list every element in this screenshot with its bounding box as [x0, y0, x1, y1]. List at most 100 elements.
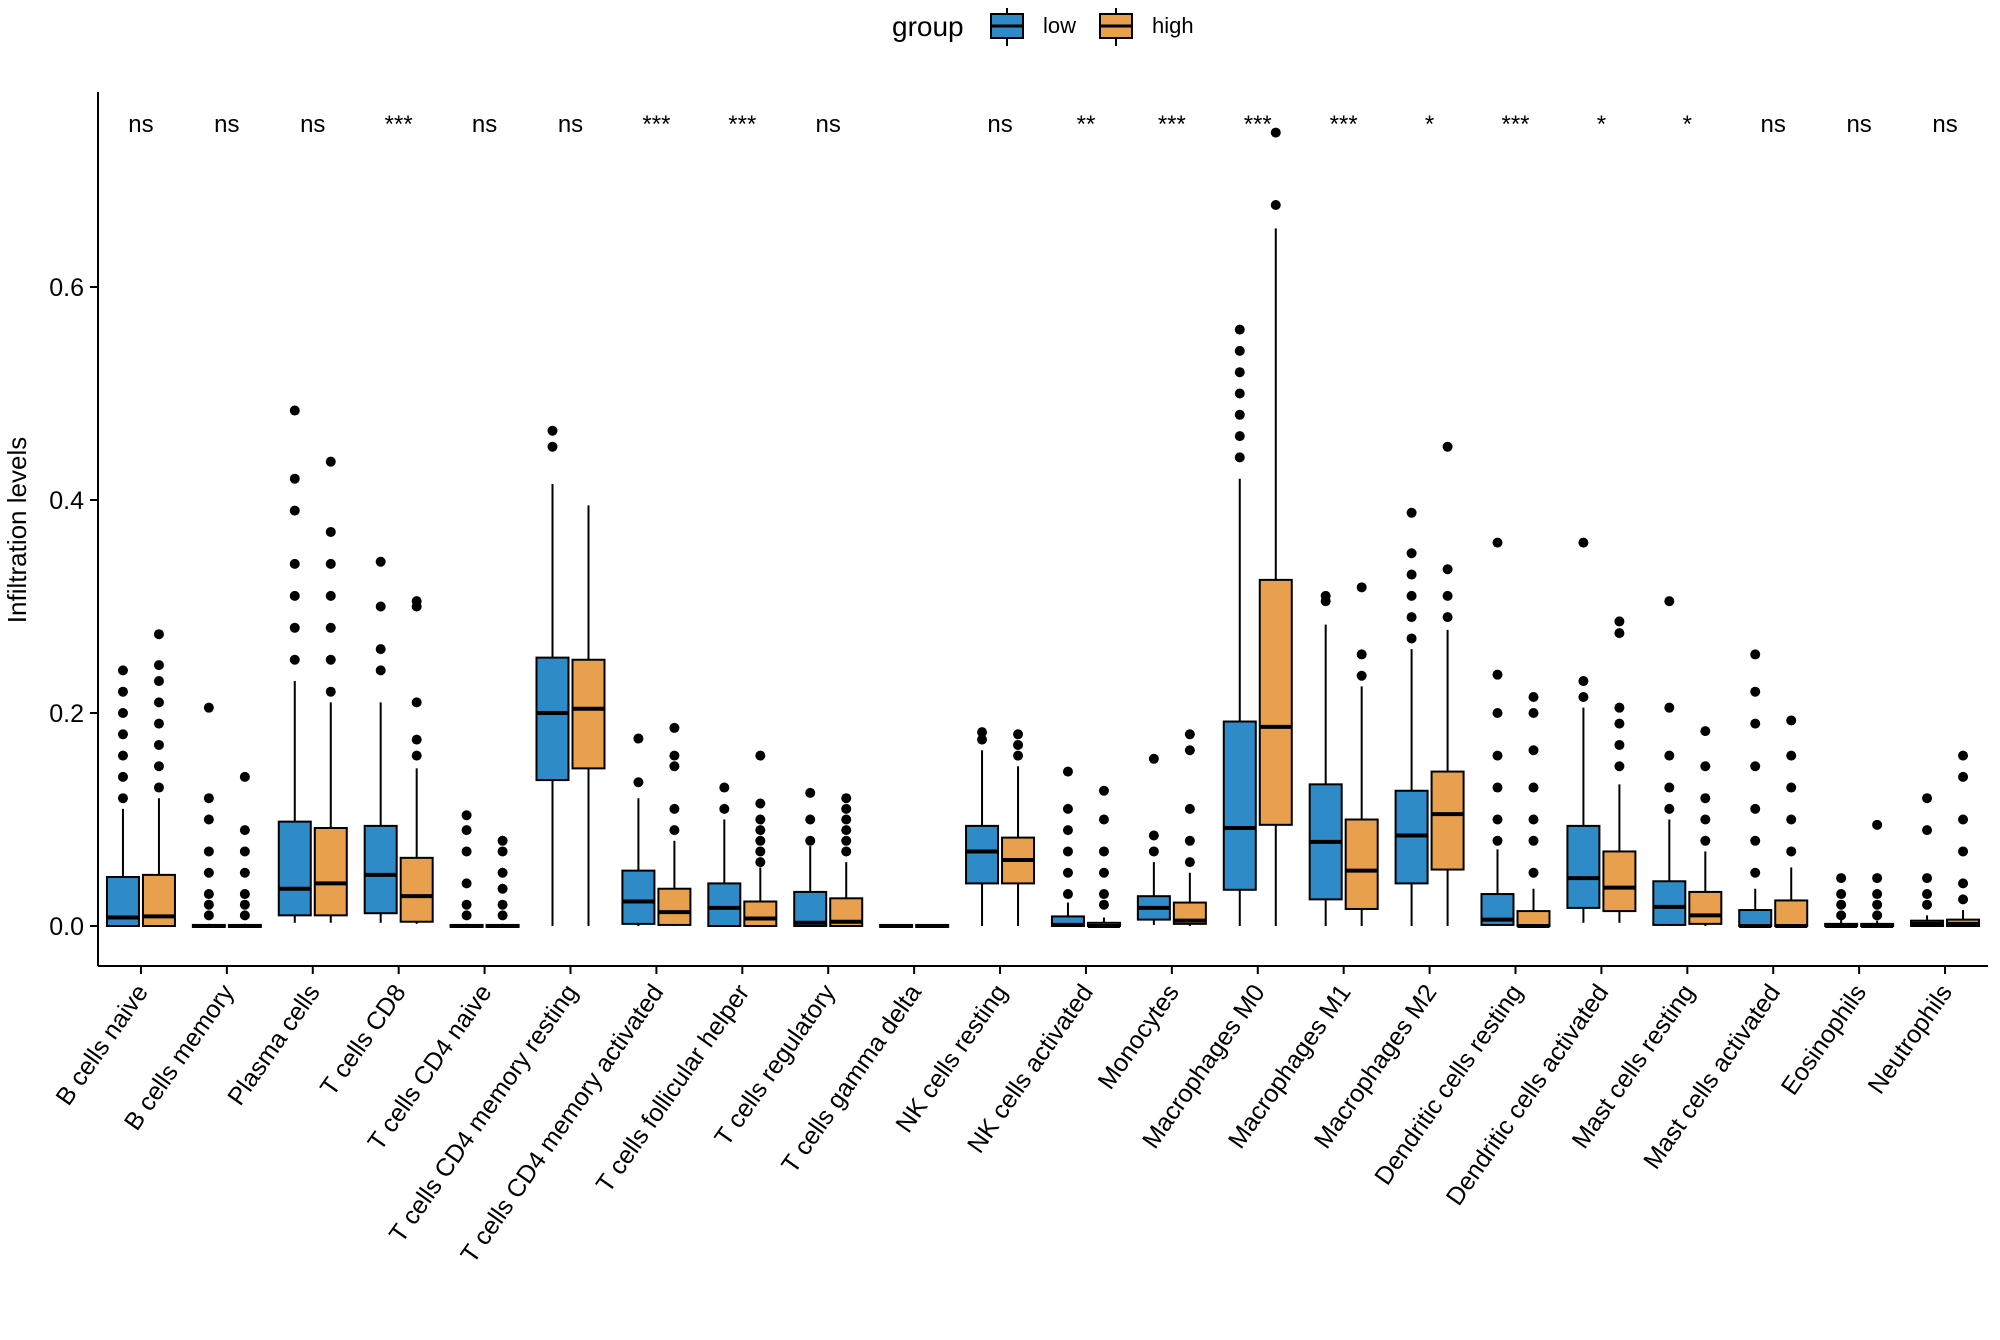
outlier-point — [203, 793, 214, 804]
outlier-point — [1750, 718, 1761, 729]
outlier-point — [1528, 814, 1539, 825]
outlier-point — [497, 846, 508, 857]
outlier-point — [1614, 718, 1625, 729]
outlier-point — [153, 718, 164, 729]
outlier-point — [1270, 199, 1281, 210]
outlier-point — [1234, 388, 1245, 399]
significance-label: *** — [1501, 111, 1529, 138]
outlier-point — [1234, 324, 1245, 335]
outlier-point — [669, 803, 680, 814]
outlier-point — [1442, 564, 1453, 575]
significance-label: ns — [558, 111, 583, 138]
outlier-point — [1700, 761, 1711, 772]
box-high — [1688, 890, 1723, 925]
outlier-point — [1356, 649, 1367, 660]
box-high — [1516, 910, 1551, 928]
outlier-point — [1664, 702, 1675, 713]
outlier-point — [1578, 692, 1589, 703]
outlier-point — [669, 750, 680, 761]
outlier-point — [1098, 846, 1109, 857]
outlier-point — [375, 644, 386, 655]
box-high — [399, 856, 434, 923]
outlier-point — [1234, 431, 1245, 442]
outlier-point — [1098, 814, 1109, 825]
outlier-point — [805, 814, 816, 825]
outlier-point — [1664, 782, 1675, 793]
outlier-point — [289, 558, 300, 569]
outlier-point — [1750, 867, 1761, 878]
outlier-point — [1786, 846, 1797, 857]
outlier-point — [289, 405, 300, 416]
y-tick-label: 0.0 — [49, 913, 84, 941]
outlier-point — [153, 782, 164, 793]
legend-title: group — [892, 11, 964, 42]
significance-label: *** — [728, 111, 756, 138]
outlier-point — [1872, 873, 1883, 884]
x-tick-label: T cells CD8 — [315, 979, 412, 1101]
outlier-point — [1406, 590, 1417, 601]
outlier-point — [325, 654, 336, 665]
outlier-point — [1234, 409, 1245, 420]
outlier-point — [461, 899, 472, 910]
outlier-point — [755, 814, 766, 825]
outlier-point — [669, 825, 680, 836]
box-high — [657, 887, 692, 926]
outlier-point — [153, 697, 164, 708]
box-high — [1344, 818, 1379, 910]
legend: group low high — [892, 8, 1194, 46]
outlier-point — [1872, 910, 1883, 921]
outlier-point — [289, 590, 300, 601]
outlier-point — [1356, 670, 1367, 681]
outlier-point — [1528, 782, 1539, 793]
outlier-point — [1098, 785, 1109, 796]
box-high — [1258, 578, 1293, 826]
outlier-point — [805, 787, 816, 798]
significance-label: ns — [816, 111, 841, 138]
significance-label: ns — [987, 111, 1012, 138]
outlier-point — [1184, 745, 1195, 756]
y-tick-label: 0.2 — [49, 700, 84, 728]
outlier-point — [153, 761, 164, 772]
outlier-point — [633, 733, 644, 744]
outlier-point — [325, 456, 336, 467]
significance-label: *** — [1330, 111, 1358, 138]
significance-label: ** — [1077, 111, 1096, 138]
outlier-point — [1700, 726, 1711, 737]
outlier-point — [289, 473, 300, 484]
significance-label: *** — [642, 111, 670, 138]
x-tick-label: T cells follicular helper — [591, 979, 756, 1197]
outlier-point — [1922, 899, 1933, 910]
outlier-point — [841, 803, 852, 814]
x-tick-label: Monocytes — [1093, 979, 1185, 1094]
outlier-point — [497, 867, 508, 878]
box-low — [1652, 880, 1687, 926]
outlier-point — [547, 441, 558, 452]
significance-label: * — [1425, 111, 1434, 138]
outlier-point — [1492, 782, 1503, 793]
outlier-point — [755, 835, 766, 846]
significance-label: ns — [1932, 111, 1957, 138]
outlier-point — [1750, 761, 1761, 772]
outlier-point — [239, 910, 250, 921]
outlier-point — [289, 622, 300, 633]
outlier-point — [497, 910, 508, 921]
box-low — [793, 890, 828, 927]
outlier-point — [153, 660, 164, 671]
outlier-point — [1492, 750, 1503, 761]
outlier-point — [1578, 537, 1589, 548]
outlier-point — [289, 505, 300, 516]
outlier-point — [1406, 569, 1417, 580]
outlier-point — [547, 425, 558, 436]
outlier-point — [325, 622, 336, 633]
outlier-point — [1578, 676, 1589, 687]
outlier-point — [1958, 814, 1969, 825]
box-high — [313, 827, 348, 917]
outlier-point — [841, 814, 852, 825]
outlier-point — [1062, 803, 1073, 814]
outlier-point — [1872, 889, 1883, 900]
significance-label: ns — [1846, 111, 1871, 138]
outlier-point — [841, 835, 852, 846]
legend-label-high: high — [1152, 13, 1194, 38]
y-tick-label: 0.6 — [49, 274, 84, 302]
outlier-point — [203, 867, 214, 878]
